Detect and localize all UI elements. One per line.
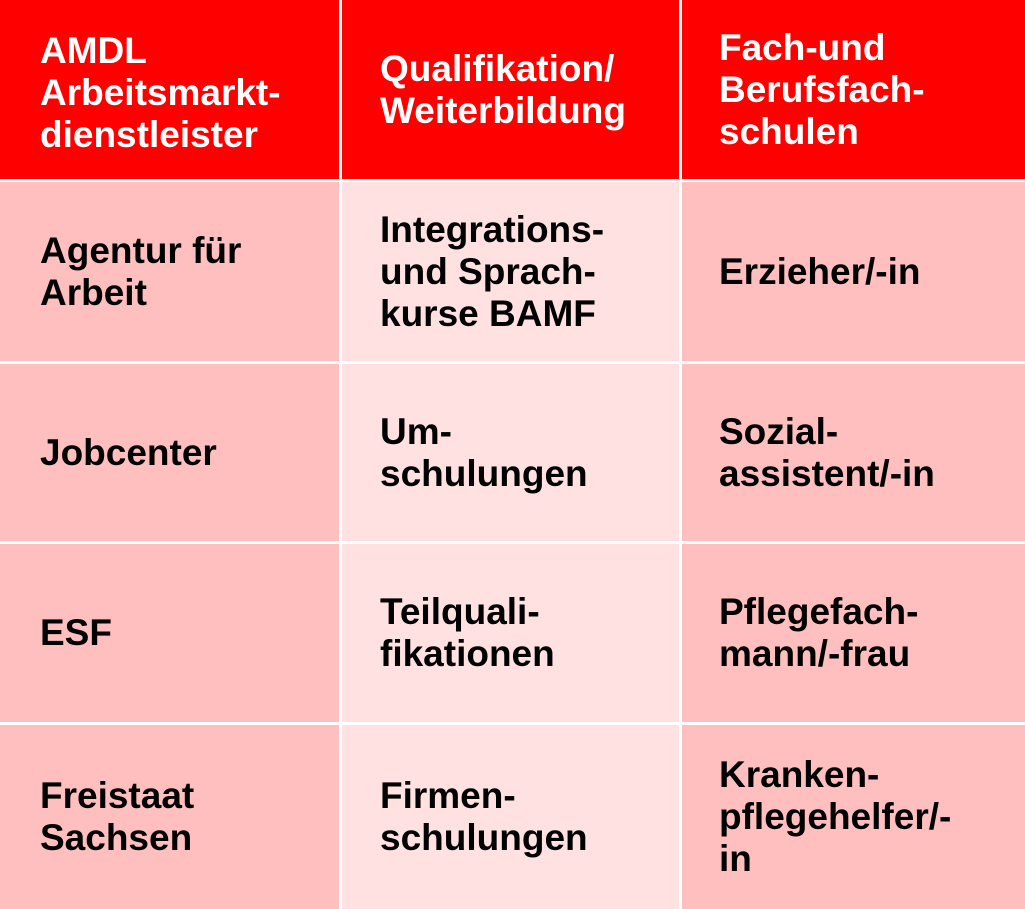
table-cell: Um- schulungen bbox=[342, 364, 682, 544]
table-cell: Sozial- assistent/-in bbox=[682, 364, 1025, 544]
table-cell: Firmen- schulungen bbox=[342, 725, 682, 909]
table-cell: ESF bbox=[0, 544, 342, 725]
table-cell: Integrations- und Sprach- kurse BAMF bbox=[342, 182, 682, 364]
table-cell: Teilquali- fikationen bbox=[342, 544, 682, 725]
table-cell: Pflegefach- mann/-frau bbox=[682, 544, 1025, 725]
table-cell: Erzieher/-in bbox=[682, 182, 1025, 364]
header-cell-amdl: AMDL Arbeitsmarkt- dienstleister bbox=[0, 0, 342, 182]
table-cell: Jobcenter bbox=[0, 364, 342, 544]
header-cell-qualifikation: Qualifikation/ Weiterbildung bbox=[342, 0, 682, 182]
header-cell-fachschulen: Fach-und Berufsfach- schulen bbox=[682, 0, 1025, 182]
table-cell: Agentur für Arbeit bbox=[0, 182, 342, 364]
table-cell: Kranken- pflegehelfer/- in bbox=[682, 725, 1025, 909]
table-cell: Freistaat Sachsen bbox=[0, 725, 342, 909]
